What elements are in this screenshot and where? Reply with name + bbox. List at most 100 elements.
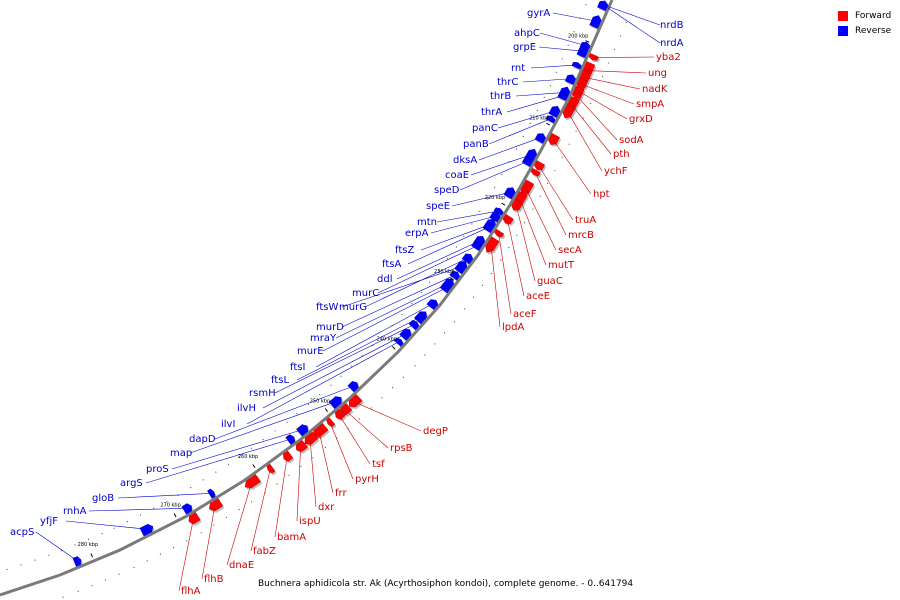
gene-arrow-mrcB[interactable] [530, 167, 541, 177]
gene-label-ung[interactable]: ung [648, 68, 667, 79]
gene-arrow-guaC[interactable] [511, 198, 524, 211]
gene-label-rsmH[interactable]: rsmH [249, 388, 276, 399]
gene-label-bamA[interactable]: bamA [277, 532, 306, 543]
gene-arrow-ychF[interactable] [562, 104, 576, 119]
gene-label-ahpC[interactable]: ahpC [514, 28, 540, 39]
gene-label-nrdB[interactable]: nrdB [660, 20, 684, 31]
gene-label-ychF[interactable]: ychF [604, 166, 628, 177]
gene-arrow-panB[interactable] [545, 115, 556, 124]
gene-label-dapD[interactable]: dapD [189, 434, 216, 445]
gene-label-dksA[interactable]: dksA [453, 155, 477, 166]
gene-label-murC[interactable]: murC [352, 288, 379, 299]
gene-arrow-thrC[interactable] [564, 74, 577, 85]
gene-label-fabZ[interactable]: fabZ [253, 546, 276, 557]
gene-arrow-degP[interactable] [348, 393, 363, 408]
gene-arrow-fabZ[interactable] [266, 463, 276, 474]
gene-arrow-yba2[interactable] [588, 53, 599, 61]
gene-label-smpA[interactable]: smpA [636, 99, 664, 110]
gene-label-murD[interactable]: murD [316, 322, 344, 333]
gene-label-aceE[interactable]: aceE [526, 291, 550, 302]
gene-label-dxr[interactable]: dxr [318, 502, 335, 513]
gene-label-erpA[interactable]: erpA [405, 228, 429, 239]
gene-arrow-pyrH[interactable] [326, 417, 336, 427]
gene-label-gloB[interactable]: gloB [92, 493, 114, 504]
gene-label-tsf[interactable]: tsf [372, 459, 385, 470]
gene-label-coaE[interactable]: coaE [445, 170, 469, 181]
gene-arrow-dxr[interactable] [304, 431, 319, 445]
gene-arrow-proS[interactable] [296, 424, 309, 437]
gene-label-rpsB[interactable]: rpsB [390, 443, 413, 454]
gene-arrow-aceF[interactable] [494, 228, 505, 238]
gene-label-proS[interactable]: proS [146, 464, 169, 475]
gene-arrow-murD[interactable] [449, 270, 461, 281]
gene-label-thrA[interactable]: thrA [481, 107, 502, 118]
gene-label-acpS[interactable]: acpS [10, 527, 34, 538]
gene-label-hpt[interactable]: hpt [593, 189, 610, 200]
gene-arrow-ftsI[interactable] [426, 299, 439, 310]
gene-label-nrdA[interactable]: nrdA [660, 38, 684, 49]
gene-label-argS[interactable]: argS [120, 478, 143, 489]
gene-arrow-gloB[interactable] [207, 488, 216, 499]
gene-label-speD[interactable]: speD [434, 185, 460, 196]
gene-label-frr[interactable]: frr [335, 488, 347, 499]
gene-label-grpE[interactable]: grpE [513, 42, 536, 53]
gene-label-ftsA[interactable]: ftsA [382, 259, 401, 270]
gene-arrow-dnaE[interactable] [244, 473, 262, 489]
gene-label-pth[interactable]: pth [613, 149, 630, 160]
gene-label-mutT[interactable]: mutT [548, 260, 575, 271]
gene-label-sodA[interactable]: sodA [619, 135, 644, 146]
gene-label-secA[interactable]: secA [558, 245, 582, 256]
gene-label-guaC[interactable]: guaC [537, 276, 563, 287]
gene-label-ftsZ[interactable]: ftsZ [395, 245, 414, 256]
gene-label-ilvH[interactable]: ilvH [237, 403, 256, 414]
gene-label-ispU[interactable]: ispU [299, 516, 321, 527]
gene-label-mraY[interactable]: mraY [310, 333, 337, 344]
gene-label-mtn[interactable]: mtn [417, 217, 437, 228]
gene-arrow-murC[interactable] [471, 242, 482, 251]
gene-label-lpdA[interactable]: lpdA [502, 322, 524, 333]
gene-label-thrB[interactable]: thrB [490, 91, 511, 102]
gene-label-ftsL[interactable]: ftsL [271, 375, 289, 386]
gene-label-yfjF[interactable]: yfjF [40, 516, 58, 527]
gene-label-ftsW[interactable]: ftsW [316, 302, 338, 313]
gene-label-grxD[interactable]: grxD [629, 114, 653, 125]
gene-label-dnaE[interactable]: dnaE [229, 560, 254, 571]
gene-arrow-flhA[interactable] [188, 511, 201, 525]
gene-arrow-aceE[interactable] [502, 213, 514, 224]
gene-arrow-acpS[interactable] [72, 556, 82, 567]
gene-arrow-grpE[interactable] [576, 46, 589, 59]
gene-label-murG[interactable]: murG [339, 302, 367, 313]
gene-label-mrcB[interactable]: mrcB [568, 230, 594, 241]
gene-arrow-panC[interactable] [548, 105, 561, 118]
gene-arrow-hpt[interactable] [548, 132, 560, 145]
gene-arrow-flhB[interactable] [208, 498, 224, 512]
gene-label-gyrA[interactable]: gyrA [527, 8, 550, 19]
gene-label-aceF[interactable]: aceF [513, 309, 537, 320]
gene-label-flhB[interactable]: flhB [204, 574, 224, 585]
gene-arrow-argS[interactable] [285, 434, 296, 446]
gene-label-degP[interactable]: degP [423, 426, 448, 437]
gene-arrow-rnt[interactable] [571, 61, 582, 70]
gene-arrow-dapD[interactable] [347, 381, 359, 393]
gene-label-flhA[interactable]: flhA [181, 586, 201, 597]
gene-arrow-bamA[interactable] [282, 450, 294, 462]
gene-label-speE[interactable]: speE [426, 201, 450, 212]
gene-arrow-ispU[interactable] [295, 439, 309, 452]
gene-label-pyrH[interactable]: pyrH [355, 474, 379, 485]
gene-label-rnt[interactable]: rnt [511, 63, 525, 74]
gene-arrow-sodA[interactable] [571, 91, 583, 99]
gene-label-ftsI[interactable]: ftsI [290, 362, 305, 373]
gene-label-nadK[interactable]: nadK [642, 84, 668, 95]
gene-label-rnhA[interactable]: rnhA [63, 506, 87, 517]
gene-label-map[interactable]: map [170, 448, 192, 459]
gene-label-murE[interactable]: murE [297, 346, 324, 357]
gene-arrow-dksA[interactable] [534, 133, 547, 144]
gene-label-ilvI[interactable]: ilvI [221, 419, 235, 430]
gene-arrow-nrdA[interactable] [597, 0, 609, 12]
gene-label-panB[interactable]: panB [463, 139, 489, 150]
gene-label-yba2[interactable]: yba2 [656, 52, 681, 63]
gene-arrow-truA[interactable] [533, 160, 546, 170]
gene-arrow-map[interactable] [328, 396, 342, 410]
gene-label-truA[interactable]: truA [575, 215, 596, 226]
gene-label-ddl[interactable]: ddl [377, 274, 392, 285]
